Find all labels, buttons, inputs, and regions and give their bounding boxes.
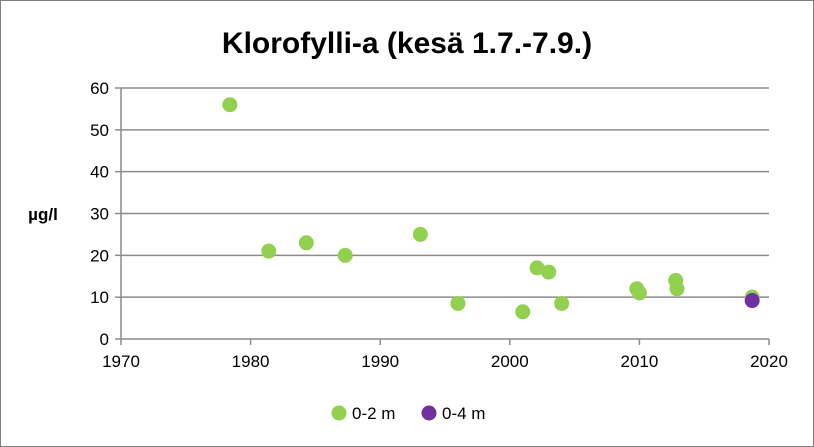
legend-marker-0 xyxy=(331,405,347,421)
gridlines xyxy=(121,87,769,298)
y-axis-label: µg/l xyxy=(28,205,58,224)
y-tick-label-20: 20 xyxy=(90,246,109,265)
data-point-0-2m-5 xyxy=(450,295,466,311)
y-tick-label-40: 40 xyxy=(90,163,109,182)
data-point-0-2m-13 xyxy=(669,281,685,297)
data-point-0-2m-6 xyxy=(515,304,531,320)
y-tick-label-50: 50 xyxy=(90,121,109,140)
chart-title: Klorofylli-a (kesä 1.7.-7.9.) xyxy=(222,27,592,60)
data-point-0-2m-8 xyxy=(541,264,557,280)
x-tick-label-1980: 1980 xyxy=(232,352,270,371)
data-point-0-2m-7 xyxy=(529,260,545,276)
x-tick-label-2020: 2020 xyxy=(750,352,788,371)
y-tick-label-30: 30 xyxy=(90,205,109,224)
x-tick-label-1990: 1990 xyxy=(361,352,399,371)
x-tick-label-2000: 2000 xyxy=(491,352,529,371)
data-points xyxy=(222,97,760,320)
data-point-0-2m-3 xyxy=(337,247,353,263)
tick-labels: 0 10 20 30 40 50 60 1970 1980 1990 2000 2010 2020 xyxy=(90,79,788,371)
data-point-0-2m-11 xyxy=(631,285,647,301)
legend-marker-1 xyxy=(421,405,437,421)
x-tick-label-1970: 1970 xyxy=(102,352,140,371)
legend: 0-2 m 0-4 m xyxy=(331,404,485,423)
data-point-0-2m-1 xyxy=(261,243,277,259)
data-point-0-4m-0 xyxy=(744,293,760,309)
legend-label-0: 0-2 m xyxy=(352,404,395,423)
y-tick-label-0: 0 xyxy=(100,330,109,349)
data-point-0-2m-9 xyxy=(554,295,570,311)
y-tick-label-10: 10 xyxy=(90,288,109,307)
axes xyxy=(115,87,770,345)
x-tick-label-2010: 2010 xyxy=(620,352,658,371)
y-tick-label-60: 60 xyxy=(90,79,109,98)
data-point-0-2m-0 xyxy=(222,97,238,113)
data-point-0-2m-4 xyxy=(412,226,428,242)
legend-label-1: 0-4 m xyxy=(442,404,485,423)
data-point-0-2m-2 xyxy=(298,235,314,251)
